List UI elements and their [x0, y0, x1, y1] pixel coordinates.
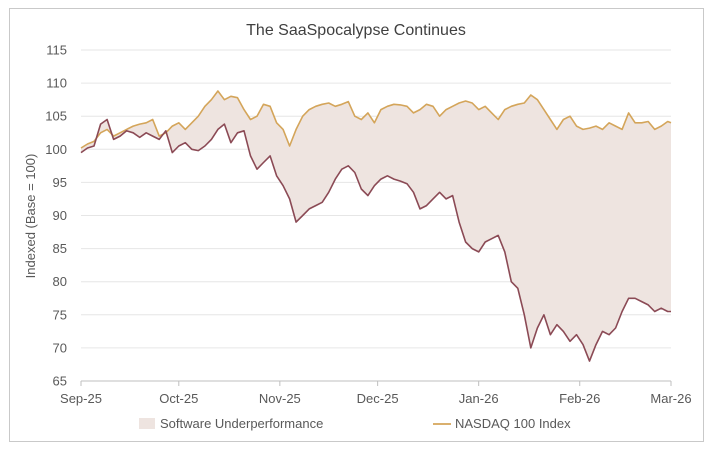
- series-lines: [80, 90, 672, 362]
- y-axis-ticks: 65 70 75 80 85 90 95 100 105 110 115: [45, 43, 67, 389]
- x-tick-label: Mar-26: [650, 391, 691, 406]
- x-tick-label: Sep-25: [60, 391, 102, 406]
- legend-label-nasdaq: NASDAQ 100 Index: [455, 416, 571, 431]
- x-tick-label: Oct-25: [159, 391, 198, 406]
- y-tick-label: 80: [53, 274, 67, 289]
- legend: Software Underperformance NASDAQ 100 Inde…: [139, 416, 571, 431]
- x-tick-label: Dec-25: [357, 391, 399, 406]
- y-tick-label: 105: [45, 109, 67, 124]
- y-tick-label: 110: [46, 76, 67, 91]
- y-tick-label: 85: [53, 241, 67, 256]
- x-tick-label: Jan-26: [459, 391, 499, 406]
- y-tick-label: 75: [53, 307, 67, 322]
- chart-title: The SaaSpocalypse Continues: [246, 22, 466, 39]
- underperformance-area: [81, 91, 671, 362]
- x-tick-label: Nov-25: [259, 391, 301, 406]
- y-axis-label: Indexed (Base = 100): [23, 154, 38, 279]
- y-tick-label: 90: [53, 208, 67, 223]
- y-tick-label: 65: [53, 374, 67, 389]
- nasdaq-100-line: [80, 90, 672, 149]
- software-line: [80, 118, 671, 362]
- x-axis-ticks: Sep-25 Oct-25 Nov-25 Dec-25 Jan-26 Feb-26 Mar-…: [60, 381, 692, 406]
- y-tick-label: 70: [53, 340, 67, 355]
- y-tick-label: 95: [53, 175, 67, 190]
- legend-swatch-area: [139, 418, 155, 429]
- legend-label-underperformance: Software Underperformance: [160, 416, 323, 431]
- y-tick-label: 100: [45, 142, 67, 157]
- software-underperformance-area: [81, 91, 671, 362]
- x-tick-label: Feb-26: [559, 391, 600, 406]
- y-tick-label: 115: [46, 43, 67, 58]
